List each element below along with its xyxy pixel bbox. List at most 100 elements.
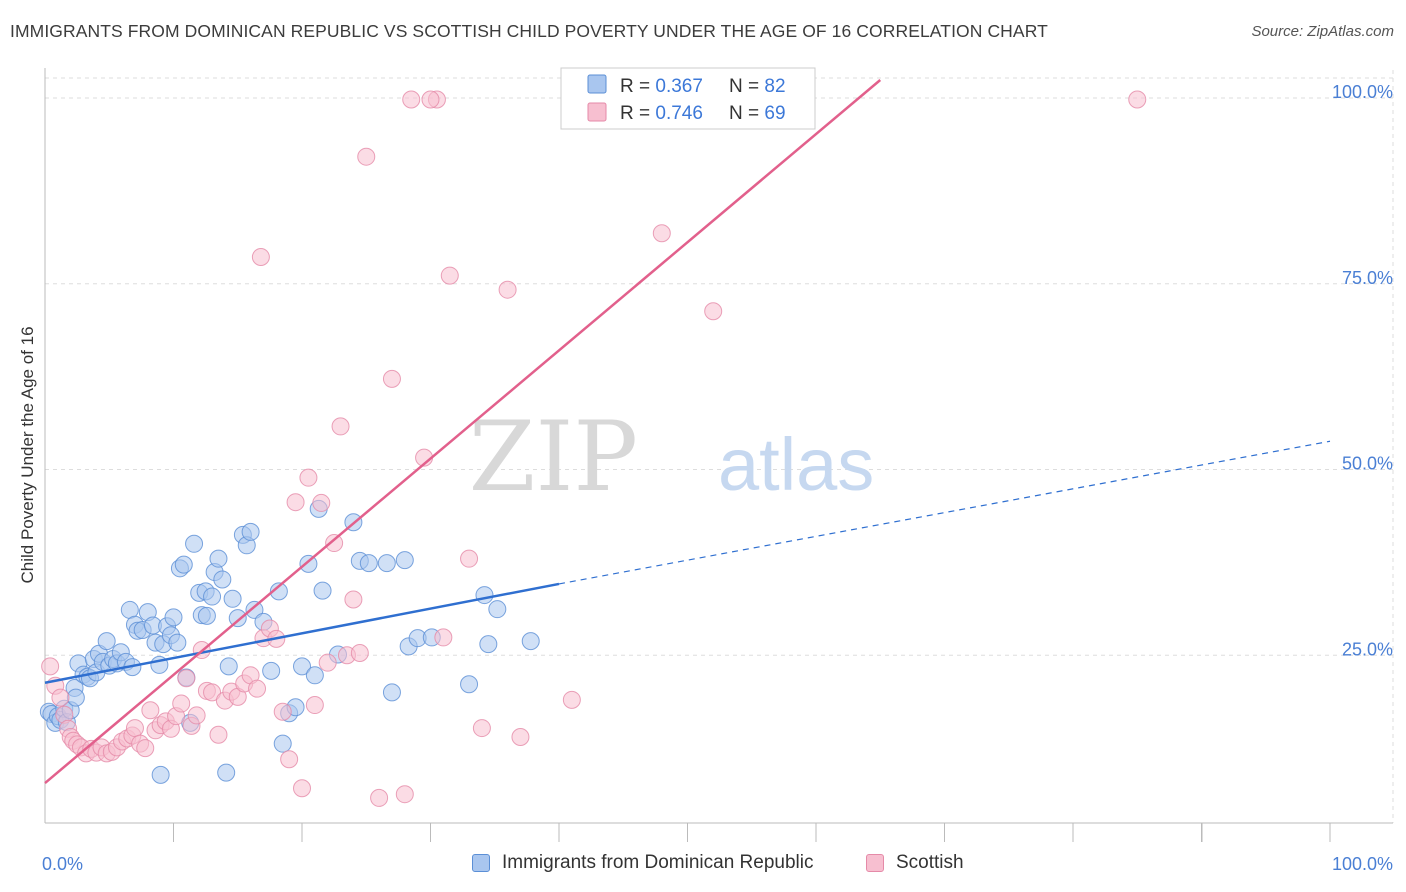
axes [44,68,1393,842]
dominican-point [382,683,401,702]
dominican-point [269,582,288,601]
scottish-point [177,669,196,688]
y-tick-label: 50.0% [1342,454,1393,474]
scottish-point [312,493,331,512]
dominican-point [185,534,204,553]
dominican-point [164,608,183,627]
dominican-point [209,549,228,568]
y-tick-label: 75.0% [1342,268,1393,288]
scottish-point [652,224,671,243]
x-tick-labels: 0.0% 100.0% [42,854,1393,874]
scottish-point [434,628,453,647]
scottish-point [141,701,160,720]
legend-label-scottish: Scottish [896,852,964,873]
legend-swatch-pink [587,102,607,122]
scottish-point [382,369,401,388]
legend-swatch-dominican [472,854,490,872]
svg-text:N = 69: N = 69 [729,103,786,124]
dominican-point [223,589,242,608]
gridlines [45,70,1394,823]
dominican-point [293,657,311,676]
dominican-point [460,675,479,694]
scottish-point [305,696,324,715]
legend-r-value: 0.367 [655,76,703,97]
watermark-zip: ZIP [469,401,638,513]
legend-item-scottish[interactable]: Scottish [866,852,964,874]
svg-text:R = 0.367: R = 0.367 [620,76,703,97]
scottish-point [318,653,337,672]
series-dominican-points [39,499,540,784]
legend-n-value: 69 [764,103,785,124]
legend-n-label: N = [729,76,764,97]
scottish-point [1128,90,1147,109]
dominican-point [313,581,332,600]
legend-item-dominican[interactable]: Immigrants from Dominican Republic [472,852,814,874]
legend-swatch-blue [587,74,607,94]
scottish-point [460,549,479,568]
y-axis-label: Child Poverty Under the Age of 16 [18,326,37,583]
scottish-point [286,493,305,512]
scottish-point [472,719,491,738]
scottish-point [325,534,344,553]
scottish-point [498,280,517,299]
scottish-point [370,788,389,807]
chart-title: IMMIGRANTS FROM DOMINICAN REPUBLIC VS SC… [10,21,1048,41]
dominican-point [168,633,187,652]
scottish-point [299,468,318,487]
dominican-point [174,555,193,574]
dominican-point [377,554,396,573]
dominican-trend-extension [558,440,1331,585]
dominican-point [241,522,260,541]
scottish-point [203,683,222,702]
svg-text:N = 82: N = 82 [729,76,786,97]
scottish-point [704,302,723,321]
dominican-point [66,688,85,707]
x-tick-label: 0.0% [42,854,83,874]
y-tick-labels: 25.0% 50.0% 75.0% 100.0% [1332,82,1393,659]
scottish-trend-line [44,79,882,785]
watermark: ZIP atlas [469,401,875,513]
legend-n-value: 82 [764,76,785,97]
scottish-point [402,90,421,109]
x-tick-label: 100.0% [1332,854,1393,874]
y-tick-label: 100.0% [1332,82,1393,102]
scottish-point [125,719,144,738]
dominican-point [395,551,414,570]
dominican-point [219,657,238,676]
scottish-point [344,590,363,609]
legend-r-label: R = [620,103,655,124]
scottish-point [280,750,299,769]
dominican-trend-line [44,582,560,684]
scottish-point [440,266,459,285]
dominican-point [203,587,222,606]
scottish-point [350,644,369,663]
dominican-point [305,666,324,685]
dominican-point [213,570,232,589]
scottish-point [251,248,270,267]
trend-lines [44,79,1331,785]
scottish-point [187,706,206,725]
legend-swatch-scottish [866,854,884,872]
legend-r-label: R = [620,76,655,97]
dominican-point [479,635,498,654]
y-tick-label: 25.0% [1342,639,1393,659]
scottish-point [209,725,228,744]
scottish-point [136,739,155,758]
watermark-atlas: atlas [718,423,874,506]
scottish-point [273,702,292,721]
legend-top: R = 0.367 N = 82 R = 0.746 N = 69 [560,67,816,130]
dominican-point [299,554,318,573]
scottish-point [562,690,581,709]
scottish-point [357,147,376,166]
dominican-point [359,554,378,573]
dominican-point [521,632,540,651]
dominican-point [217,763,236,782]
legend-bottom: Immigrants from Dominican Republic Scott… [0,850,1406,880]
scottish-point [331,417,350,436]
scottish-point [51,688,70,707]
dominican-point [488,600,507,619]
source-credit: Source: ZipAtlas.com [1251,23,1394,40]
dominican-point [262,661,281,680]
dominican-point [228,609,247,628]
dominican-point [97,632,116,651]
